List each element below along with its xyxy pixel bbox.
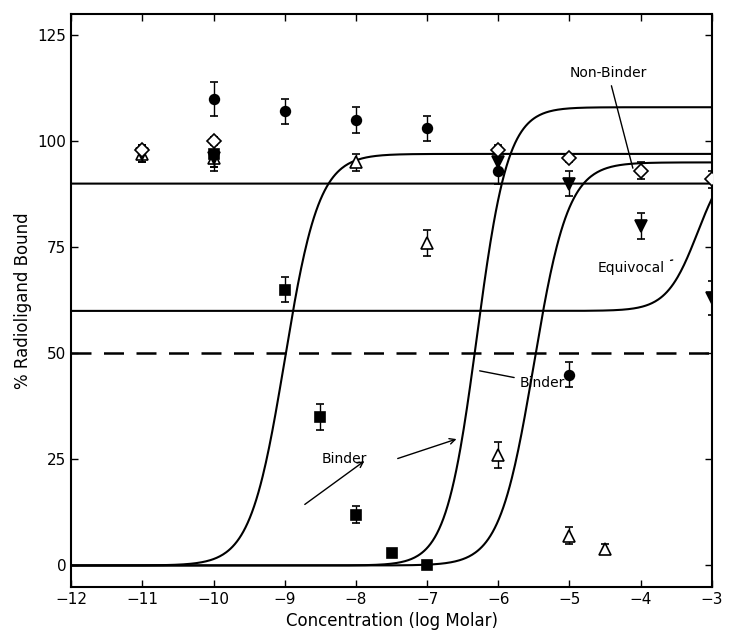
Text: Binder: Binder xyxy=(480,371,565,390)
Text: Binder: Binder xyxy=(321,452,366,466)
X-axis label: Concentration (log Molar): Concentration (log Molar) xyxy=(285,612,497,630)
Text: Equivocal: Equivocal xyxy=(598,260,673,276)
Text: Non-Binder: Non-Binder xyxy=(570,66,647,168)
Y-axis label: % Radioligand Bound: % Radioligand Bound xyxy=(14,212,32,388)
